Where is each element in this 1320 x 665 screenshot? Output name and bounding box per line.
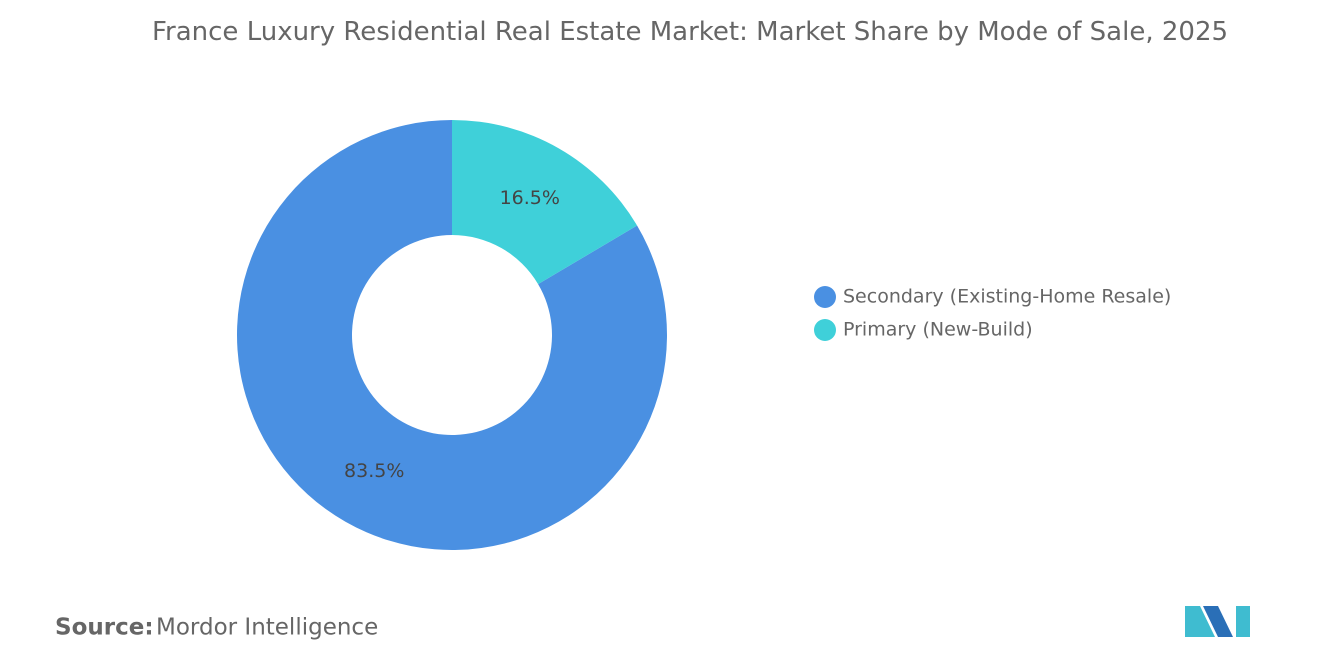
chart-title: France Luxury Residential Real Estate Ma… xyxy=(151,17,1229,47)
logo xyxy=(1185,606,1250,637)
data-label: 16.5% xyxy=(500,187,560,209)
source-label: Source: xyxy=(55,615,154,641)
data-label: 83.5% xyxy=(344,460,404,482)
logo-shape xyxy=(1236,606,1250,637)
legend-label: Secondary (Existing-Home Resale) xyxy=(843,286,1171,308)
legend-marker xyxy=(814,319,836,341)
donut-slice xyxy=(237,120,667,550)
logo-shape xyxy=(1203,606,1233,637)
donut-slice xyxy=(452,120,638,285)
logo-shape xyxy=(1185,606,1215,637)
source: Mordor Intelligence xyxy=(156,615,378,641)
legend-label: Primary (New-Build) xyxy=(843,319,1033,341)
legend-marker xyxy=(814,286,836,308)
